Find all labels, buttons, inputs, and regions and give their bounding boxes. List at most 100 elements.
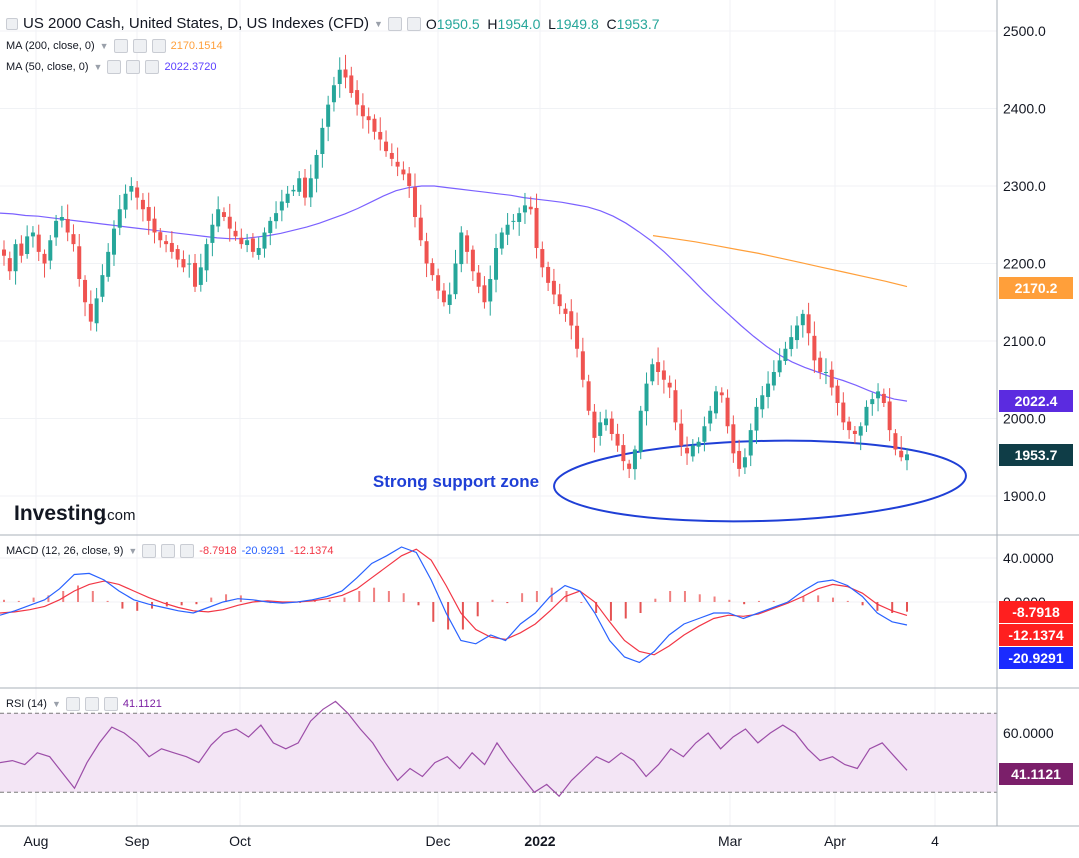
macd-histogram-bar	[506, 602, 509, 604]
candle-body	[210, 224, 215, 243]
candle	[48, 235, 53, 270]
logo-wordmark: Investing	[14, 502, 106, 525]
candle	[876, 383, 881, 412]
chevron-down-icon[interactable]: ▼	[51, 699, 61, 709]
macd-histogram-bar	[906, 602, 908, 612]
candle	[308, 164, 313, 207]
candle	[667, 375, 672, 399]
chevron-down-icon[interactable]: ▼	[99, 41, 109, 51]
close-icon[interactable]	[180, 544, 195, 558]
close-icon[interactable]	[103, 697, 118, 711]
candle-body	[389, 152, 394, 159]
eye-icon[interactable]	[107, 60, 122, 74]
candle	[430, 258, 435, 281]
candle-body	[557, 294, 562, 307]
candle-body	[667, 382, 672, 388]
rsi-legend[interactable]: RSI (14) ▼ 41.1121	[6, 697, 162, 711]
candle-body	[887, 401, 892, 431]
macd-histogram-bar	[639, 602, 642, 613]
macd-histogram-bar	[891, 602, 894, 613]
candle	[366, 107, 371, 134]
candle	[59, 205, 64, 228]
gear-icon[interactable]	[126, 60, 141, 74]
gear-icon[interactable]	[406, 16, 421, 31]
chevron-down-icon[interactable]: ▼	[373, 18, 383, 29]
collapse-icon[interactable]	[6, 17, 18, 30]
candle-body	[575, 325, 580, 349]
macd-histogram-bar	[535, 591, 538, 602]
candle-body	[505, 224, 510, 235]
candle-body	[378, 131, 383, 140]
candle	[441, 283, 446, 307]
candle-body	[656, 362, 661, 372]
candle	[899, 436, 904, 462]
candle	[216, 196, 221, 233]
ma200-legend[interactable]: MA (200, close, 0) ▼ 2170.1514	[6, 39, 223, 53]
candle	[887, 388, 892, 442]
candle-body	[534, 207, 539, 248]
chevron-down-icon[interactable]: ▼	[128, 546, 138, 556]
candle-body	[459, 232, 464, 265]
candle-body	[650, 364, 655, 382]
main-legend[interactable]: US 2000 Cash, United States, D, US Index…	[6, 15, 660, 32]
candle	[181, 250, 186, 273]
ma50-legend[interactable]: MA (50, close, 0) ▼ 2022.3720	[6, 60, 216, 74]
candle-body	[7, 258, 12, 272]
candle	[661, 360, 666, 394]
candle	[83, 275, 88, 317]
candle	[343, 54, 348, 89]
gear-icon[interactable]	[84, 697, 99, 711]
candle-body	[262, 232, 267, 249]
candle	[893, 429, 898, 456]
candle	[632, 445, 637, 480]
candle-body	[395, 161, 400, 167]
candle	[412, 173, 417, 228]
macd-histogram-bar	[373, 587, 376, 602]
candle-body	[140, 199, 145, 210]
candle-body	[870, 399, 875, 405]
candle-body	[569, 311, 574, 326]
candle-body	[893, 433, 898, 450]
candle	[250, 233, 255, 258]
candle-body	[858, 426, 863, 436]
candle	[65, 204, 70, 242]
ma200-price-tag: 2170.2	[999, 277, 1073, 299]
macd-histogram-bar	[609, 602, 612, 621]
candle-body	[326, 104, 331, 127]
candle-body	[48, 240, 53, 261]
close-icon[interactable]	[151, 39, 166, 53]
candle	[546, 261, 551, 291]
close-icon[interactable]	[145, 60, 160, 74]
gear-icon[interactable]	[132, 39, 147, 53]
gear-icon[interactable]	[161, 544, 176, 558]
candle-body	[783, 348, 788, 362]
candle	[551, 268, 556, 305]
candle-body	[36, 234, 41, 252]
eye-icon[interactable]	[142, 544, 157, 558]
candle-body	[771, 372, 776, 386]
eye-icon[interactable]	[387, 16, 402, 31]
eye-icon[interactable]	[65, 697, 80, 711]
chevron-down-icon[interactable]: ▼	[93, 62, 103, 72]
candle-body	[806, 314, 811, 334]
candle-body	[621, 445, 626, 462]
candle	[580, 337, 585, 388]
candle-body	[59, 217, 64, 221]
candle	[771, 360, 776, 391]
eye-icon[interactable]	[113, 39, 128, 53]
macd-histogram-bar	[3, 599, 5, 602]
candle	[702, 416, 707, 452]
candle-body	[106, 251, 111, 277]
macd-histogram-bar	[254, 599, 257, 602]
candle-body	[129, 186, 134, 192]
rsi-panel	[0, 700, 997, 798]
support-zone-annotation: Strong support zone	[373, 472, 539, 491]
ma50-label: MA (50, close, 0)	[6, 61, 89, 73]
macd-legend[interactable]: MACD (12, 26, close, 9) ▼ -8.7918 -20.92…	[6, 544, 333, 558]
candle-body	[517, 213, 522, 222]
candle	[499, 227, 504, 255]
candle-body	[77, 246, 82, 279]
candle-body	[384, 141, 389, 152]
